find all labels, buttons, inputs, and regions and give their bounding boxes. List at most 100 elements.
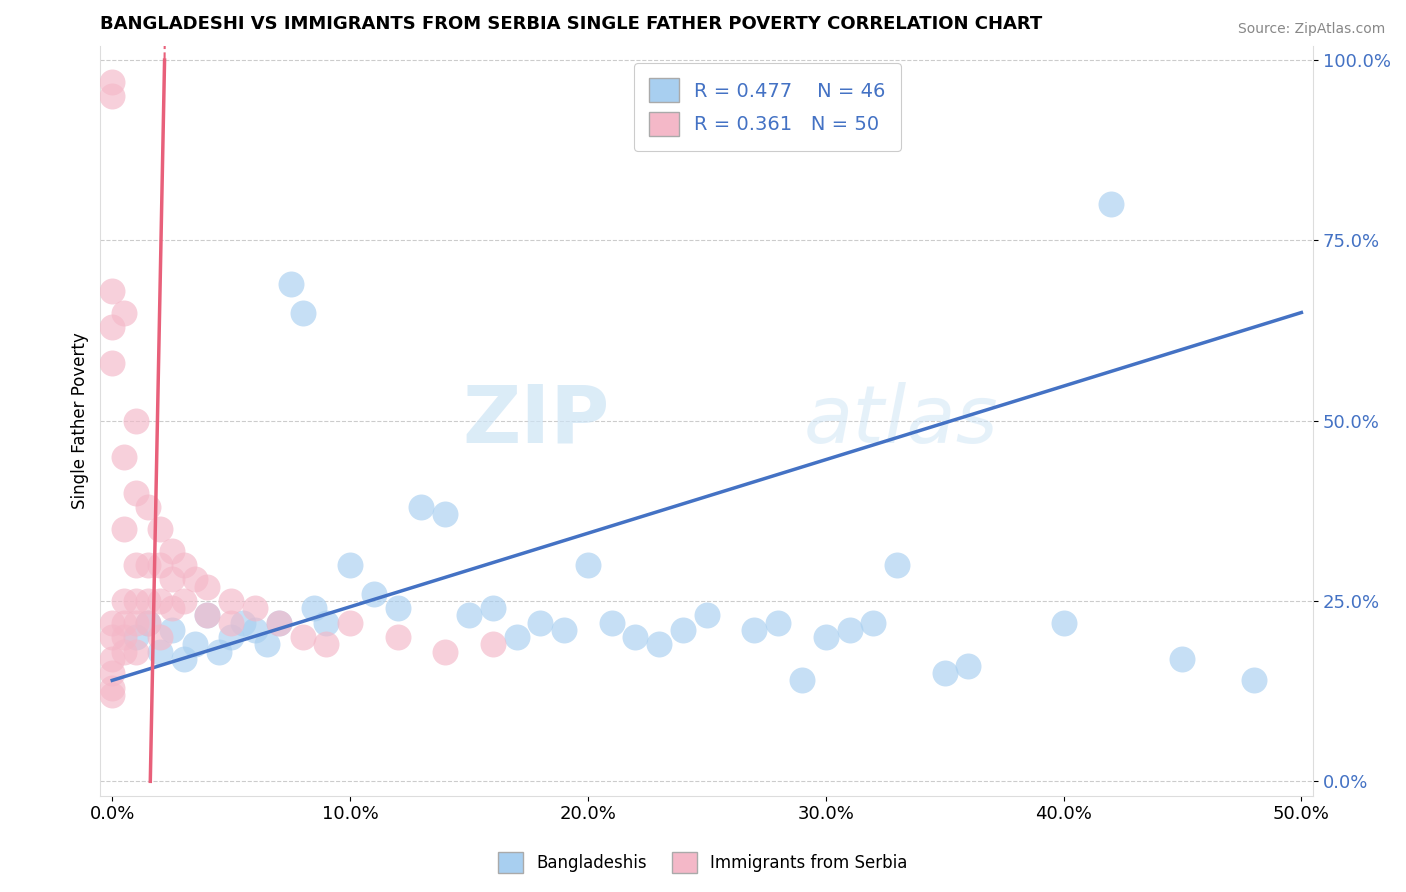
Legend: Bangladeshis, Immigrants from Serbia: Bangladeshis, Immigrants from Serbia bbox=[492, 846, 914, 880]
Point bbox=[160, 573, 183, 587]
Point bbox=[766, 615, 789, 630]
Point bbox=[744, 623, 766, 637]
Point bbox=[481, 601, 503, 615]
Point bbox=[149, 594, 172, 608]
Point bbox=[136, 500, 159, 515]
Y-axis label: Single Father Poverty: Single Father Poverty bbox=[72, 333, 89, 509]
Text: atlas: atlas bbox=[804, 382, 998, 459]
Point bbox=[101, 320, 124, 334]
Point bbox=[790, 673, 813, 688]
Point bbox=[529, 615, 551, 630]
Point bbox=[173, 558, 195, 572]
Point bbox=[505, 630, 527, 644]
Point bbox=[112, 594, 135, 608]
Point bbox=[112, 615, 135, 630]
Point bbox=[291, 630, 314, 644]
Point bbox=[112, 630, 135, 644]
Point bbox=[112, 522, 135, 536]
Point bbox=[195, 608, 218, 623]
Point bbox=[101, 284, 124, 298]
Point bbox=[576, 558, 599, 572]
Point bbox=[243, 623, 266, 637]
Text: Source: ZipAtlas.com: Source: ZipAtlas.com bbox=[1237, 22, 1385, 37]
Point bbox=[934, 666, 956, 681]
Point bbox=[112, 305, 135, 319]
Point bbox=[434, 508, 457, 522]
Point bbox=[125, 644, 148, 658]
Point bbox=[101, 666, 124, 681]
Point bbox=[600, 615, 623, 630]
Point bbox=[339, 615, 361, 630]
Point bbox=[173, 651, 195, 665]
Point bbox=[553, 623, 575, 637]
Point bbox=[112, 644, 135, 658]
Point bbox=[101, 681, 124, 695]
Point bbox=[136, 594, 159, 608]
Point bbox=[160, 543, 183, 558]
Point bbox=[149, 558, 172, 572]
Point bbox=[208, 644, 231, 658]
Point bbox=[101, 356, 124, 370]
Point bbox=[173, 594, 195, 608]
Point bbox=[195, 580, 218, 594]
Point bbox=[112, 450, 135, 464]
Legend: R = 0.477    N = 46, R = 0.361   N = 50: R = 0.477 N = 46, R = 0.361 N = 50 bbox=[634, 63, 901, 151]
Point bbox=[696, 608, 718, 623]
Point bbox=[125, 594, 148, 608]
Text: ZIP: ZIP bbox=[463, 382, 610, 459]
Point bbox=[315, 637, 337, 651]
Point bbox=[184, 573, 207, 587]
Point bbox=[481, 637, 503, 651]
Point bbox=[149, 522, 172, 536]
Point bbox=[814, 630, 837, 644]
Point bbox=[624, 630, 647, 644]
Point bbox=[672, 623, 695, 637]
Point bbox=[125, 414, 148, 428]
Point bbox=[363, 587, 385, 601]
Point bbox=[886, 558, 908, 572]
Point bbox=[219, 594, 242, 608]
Point bbox=[862, 615, 884, 630]
Point bbox=[232, 615, 254, 630]
Point bbox=[434, 644, 457, 658]
Point bbox=[101, 75, 124, 89]
Point bbox=[1171, 651, 1194, 665]
Point bbox=[1099, 197, 1122, 211]
Point bbox=[256, 637, 278, 651]
Point bbox=[101, 630, 124, 644]
Point bbox=[219, 615, 242, 630]
Point bbox=[387, 601, 409, 615]
Point bbox=[195, 608, 218, 623]
Point bbox=[838, 623, 860, 637]
Point bbox=[125, 615, 148, 630]
Point bbox=[160, 623, 183, 637]
Point bbox=[458, 608, 481, 623]
Point bbox=[136, 615, 159, 630]
Point bbox=[291, 305, 314, 319]
Point bbox=[101, 615, 124, 630]
Point bbox=[136, 615, 159, 630]
Point bbox=[280, 277, 302, 291]
Point bbox=[648, 637, 671, 651]
Point bbox=[387, 630, 409, 644]
Point bbox=[957, 659, 980, 673]
Point bbox=[149, 644, 172, 658]
Point bbox=[125, 558, 148, 572]
Point bbox=[315, 615, 337, 630]
Text: BANGLADESHI VS IMMIGRANTS FROM SERBIA SINGLE FATHER POVERTY CORRELATION CHART: BANGLADESHI VS IMMIGRANTS FROM SERBIA SI… bbox=[100, 15, 1043, 33]
Point bbox=[184, 637, 207, 651]
Point bbox=[219, 630, 242, 644]
Point bbox=[243, 601, 266, 615]
Point bbox=[1052, 615, 1074, 630]
Point bbox=[267, 615, 290, 630]
Point bbox=[149, 630, 172, 644]
Point bbox=[101, 89, 124, 103]
Point bbox=[101, 651, 124, 665]
Point bbox=[411, 500, 433, 515]
Point bbox=[125, 630, 148, 644]
Point bbox=[136, 558, 159, 572]
Point bbox=[304, 601, 326, 615]
Point bbox=[1243, 673, 1265, 688]
Point bbox=[101, 688, 124, 702]
Point bbox=[125, 486, 148, 500]
